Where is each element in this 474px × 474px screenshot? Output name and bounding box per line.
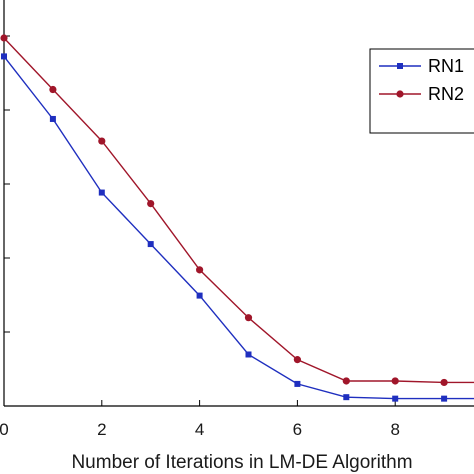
point-RN2-2 [98,137,106,145]
point-RN2-1 [49,85,57,94]
legend-entry-RN2: RN2 [379,84,464,104]
point-RN1-8 [392,395,399,402]
series-RN1 [1,53,474,402]
series-RN2 [0,34,474,387]
legend-box [369,48,474,134]
point-RN2-0 [0,34,8,42]
x-axis-ticks: 0 2 4 6 8 [0,400,400,439]
point-RN2-6 [293,356,301,364]
legend-entry-RN1: RN1 [379,56,464,76]
point-RN1-6 [294,380,301,387]
plot-area: 0 2 4 6 8 [0,0,474,439]
point-RN1-0 [1,53,7,60]
x-tick-label-4: 8 [390,420,399,439]
point-RN1-9 [441,395,448,402]
point-RN2-4 [196,266,204,274]
point-RN2-3 [147,200,155,208]
point-RN2-8 [391,377,399,385]
point-RN1-4 [196,292,203,299]
point-RN1-1 [49,115,56,122]
series-layer [0,34,474,402]
point-RN1-5 [245,351,252,358]
point-RN1-7 [343,394,350,401]
x-tick-label-0: 0 [0,420,9,439]
y-axis-ticks [4,35,10,407]
point-RN2-7 [342,377,350,385]
point-RN1-3 [147,241,154,248]
legend-label-RN1: RN1 [428,56,464,76]
legend-marker-RN1 [397,63,403,69]
x-tick-label-3: 6 [293,420,302,439]
x-tick-label-2: 4 [195,420,204,439]
point-RN1-2 [98,189,105,196]
legend-label-RN2: RN2 [428,84,464,104]
x-axis-title: Number of Iterations in LM-DE Algorithm [71,452,412,473]
point-RN2-9 [440,378,448,387]
x-tick-label-1: 2 [97,420,106,439]
legend-marker-RN2 [396,90,404,98]
point-RN2-5 [244,314,253,322]
